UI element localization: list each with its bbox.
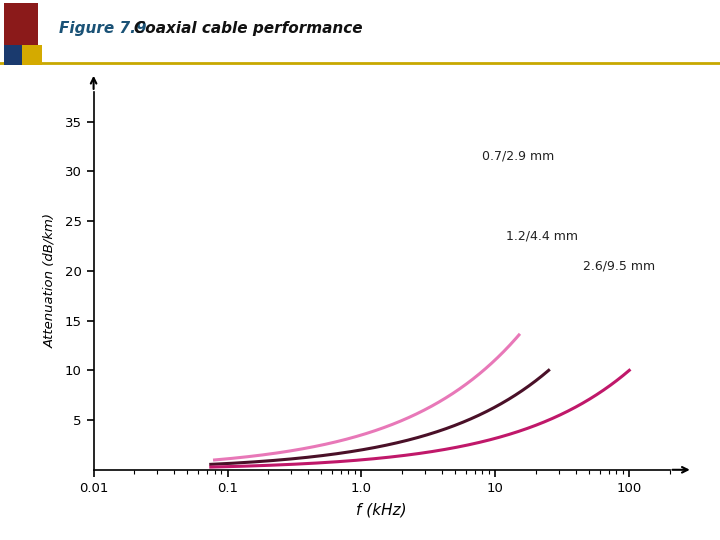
Y-axis label: Attenuation (dB/km): Attenuation (dB/km) [43,213,56,348]
Bar [22,45,42,65]
Bar [4,45,24,65]
Text: 2.6/9.5 mm: 2.6/9.5 mm [583,259,655,272]
Text: 0.7/2.9 mm: 0.7/2.9 mm [482,150,554,163]
Bar [4,3,38,49]
Text: 1.2/4.4 mm: 1.2/4.4 mm [506,230,578,242]
Text: Figure 7.9: Figure 7.9 [59,21,147,36]
Text: Coaxial cable performance: Coaxial cable performance [113,21,363,36]
X-axis label: f (kHz): f (kHz) [356,503,407,518]
